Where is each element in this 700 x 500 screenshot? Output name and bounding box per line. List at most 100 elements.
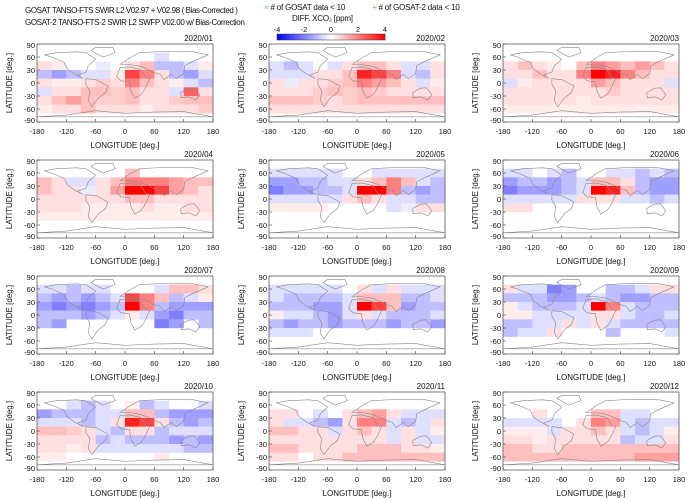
x-axis-label: LONGITUDE [deg.]	[557, 141, 626, 150]
x-tick-label: 180	[207, 243, 220, 252]
coastline	[646, 319, 667, 333]
heatmap-cell	[125, 168, 140, 178]
heatmap-cell	[357, 70, 372, 79]
heatmap-cell	[66, 177, 82, 187]
heatmap-cell	[517, 61, 533, 71]
x-tick-label: 0	[355, 475, 359, 484]
colorbar-swatch	[345, 34, 348, 40]
heatmap-cell	[620, 186, 636, 195]
heatmap-cell	[371, 194, 387, 204]
coastline	[502, 342, 680, 350]
y-tick-label: -90	[24, 464, 35, 473]
heatmap-cell	[154, 70, 170, 79]
x-tick-label: -60	[90, 359, 101, 368]
heatmap-cell	[401, 203, 416, 213]
heatmap-cell	[95, 78, 111, 88]
x-tick-label: -60	[322, 475, 333, 484]
heatmap-cell	[81, 310, 96, 320]
heatmap-cell	[313, 418, 328, 427]
heatmap-cell	[327, 418, 343, 427]
heatmap-cell	[139, 70, 155, 79]
heatmap-cell	[37, 302, 52, 311]
heatmap-cell	[371, 177, 387, 187]
y-tick-label: 0	[31, 427, 35, 436]
heatmap-cell	[386, 203, 402, 213]
heatmap-cell	[415, 87, 431, 97]
coastline	[317, 426, 341, 456]
coastline	[44, 283, 97, 311]
heatmap-cell	[517, 70, 533, 79]
x-tick-label: 120	[409, 127, 422, 136]
heatmap-cell	[635, 435, 650, 445]
heatmap-cell	[371, 444, 387, 453]
heatmap-cell	[561, 435, 577, 445]
heatmap-cell	[503, 96, 518, 105]
heatmap-cell	[430, 78, 446, 88]
heatmap-cell	[576, 310, 592, 320]
heatmap-cell	[283, 435, 299, 445]
x-tick-label: -120	[59, 127, 74, 136]
coastline	[116, 182, 151, 215]
heatmap-cell	[125, 78, 140, 88]
heatmap-cell	[66, 310, 82, 320]
heatmap-cell	[169, 212, 184, 221]
heatmap-cell	[183, 426, 199, 436]
coastline	[90, 47, 116, 58]
heatmap-cell	[298, 426, 314, 436]
heatmap-cell	[139, 426, 155, 436]
heatmap-cell	[298, 302, 314, 311]
heatmap-cell	[371, 418, 387, 427]
heatmap-cell	[95, 61, 111, 71]
panel-title: 2020/01	[184, 34, 213, 43]
heatmap-cell	[664, 418, 680, 427]
heatmap-cell	[503, 177, 518, 187]
heatmap-cell	[635, 293, 650, 303]
heatmap-cell	[283, 78, 299, 88]
x-axis-label: LONGITUDE [deg.]	[91, 257, 160, 266]
x-tick-label: -180	[495, 359, 510, 368]
x-tick-label: -60	[90, 243, 101, 252]
heatmap-cell	[635, 452, 650, 462]
heatmap-cell	[503, 328, 518, 337]
heatmap-cell	[37, 96, 52, 105]
x-tick-label: -60	[556, 127, 567, 136]
x-tick-label: 0	[123, 475, 127, 484]
heatmap-cell	[283, 186, 299, 195]
coastline	[116, 298, 151, 331]
heatmap-cell	[283, 104, 299, 114]
heatmap-cell	[430, 194, 446, 204]
heatmap-cell	[298, 61, 314, 71]
heatmap-cell	[183, 96, 199, 105]
heatmap-cell	[110, 78, 126, 88]
colorbar-tick-label: -2	[301, 25, 308, 34]
heatmap-cell	[635, 177, 650, 187]
heatmap-cell	[649, 293, 665, 303]
heatmap-cell	[371, 452, 387, 462]
colorbar-swatch	[283, 34, 286, 40]
heatmap-cell	[81, 284, 96, 294]
heatmap-cell	[283, 293, 299, 303]
heatmap-cell	[357, 61, 372, 71]
x-tick-label: -120	[291, 243, 306, 252]
heatmap-cell	[95, 186, 111, 195]
x-tick-label: 60	[150, 359, 158, 368]
heatmap-cell	[81, 302, 96, 311]
heatmap-cell	[283, 284, 299, 294]
heatmap-cell	[620, 78, 636, 88]
heatmap-cell	[95, 203, 111, 213]
heatmap-cell	[649, 284, 665, 294]
heatmap-cell	[95, 87, 111, 97]
heatmap-cell	[298, 168, 314, 178]
coastline	[276, 51, 329, 79]
y-tick-label: -60	[490, 221, 501, 230]
heatmap-cell	[401, 177, 416, 187]
coastline	[585, 399, 676, 428]
heatmap-cell	[415, 409, 431, 419]
heatmap-cell	[110, 293, 126, 303]
coastline	[119, 283, 210, 312]
y-tick-label: 90	[259, 41, 267, 50]
heatmap-cell	[81, 70, 96, 79]
coastline	[510, 51, 563, 79]
heatmap-cell	[664, 426, 680, 436]
y-tick-label: -60	[24, 221, 35, 230]
